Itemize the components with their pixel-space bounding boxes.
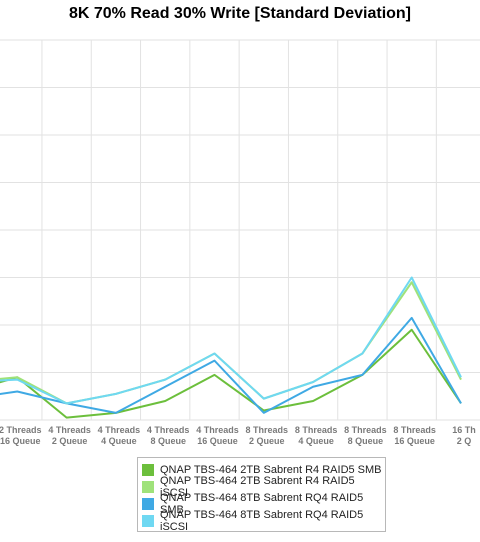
legend-swatch [142,480,154,493]
x-tick-label: 4 Threads 4 Queue [98,425,141,446]
legend-item[interactable]: QNAP TBS-464 2TB Sabrent R4 RAID5 SMB [142,461,385,478]
legend-swatch [142,514,154,527]
x-tick-label: 8 Threads 2 Queue [246,425,289,446]
legend-item[interactable]: QNAP TBS-464 8TB Sabrent RQ4 RAID5 SMB [142,492,385,516]
series-lines [0,276,462,419]
x-tick-label: 2 Threads 16 Queue [0,425,42,446]
series-line-0[interactable] [0,328,462,419]
grid-lines [0,39,480,421]
x-tick-label: 8 Threads 4 Queue [295,425,338,446]
legend-label: QNAP TBS-464 8TB Sabrent RQ4 RAID5 iSCSI [160,508,364,533]
x-tick-label: 4 Threads 16 Queue [196,425,239,446]
legend-label: QNAP TBS-464 8TB Sabrent RQ4 RAID5 SMB [160,491,364,516]
legend-swatch [142,463,154,476]
x-tick-label: 4 Threads 2 Queue [48,425,91,446]
x-tick-label: 16 Th 2 Q [452,425,476,446]
legend: QNAP TBS-464 2TB Sabrent R4 RAID5 SMB QN… [137,457,386,533]
legend-swatch [142,497,154,510]
chart-title: 8K 70% Read 30% Write [Standard Deviatio… [68,5,412,22]
x-tick-label: 4 Threads 8 Queue [147,425,190,446]
series-line-3[interactable] [0,276,462,405]
legend-label: QNAP TBS-464 2TB Sabrent R4 RAID5 iSCSI [160,474,355,499]
series-line-2[interactable] [0,316,462,414]
legend-label: QNAP TBS-464 2TB Sabrent R4 RAID5 SMB [160,463,382,476]
x-tick-label: 8 Threads 16 Queue [393,425,436,446]
x-tick-label: 8 Threads 8 Queue [344,425,387,446]
legend-item[interactable]: QNAP TBS-464 2TB Sabrent R4 RAID5 iSCSI [142,475,385,499]
legend-item[interactable]: QNAP TBS-464 8TB Sabrent RQ4 RAID5 iSCSI [142,509,385,533]
